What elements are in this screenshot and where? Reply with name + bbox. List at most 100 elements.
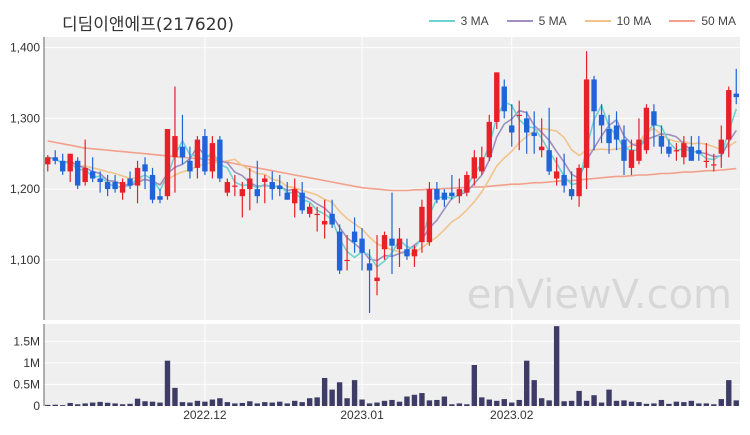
volume-bar (104, 402, 111, 406)
x-tick-label: 2022.12 (183, 408, 227, 422)
candle (688, 136, 695, 161)
volume-bar (494, 400, 500, 406)
candle-body (104, 182, 111, 190)
candle-body (651, 111, 657, 126)
legend-item-ma3: 3 MA (428, 14, 489, 28)
candle-body (621, 139, 627, 161)
candle (606, 114, 612, 154)
candle-body (711, 164, 717, 166)
candle (374, 235, 380, 296)
candle (127, 171, 133, 190)
volume-bar (449, 404, 455, 406)
volume-bar (247, 401, 253, 406)
volume-bar (45, 404, 51, 406)
candle-body (568, 189, 575, 197)
candle (524, 111, 530, 154)
candle (359, 228, 365, 271)
candle (553, 157, 560, 186)
watermark: enViewV.com (467, 272, 732, 318)
candle (217, 136, 223, 183)
candle (45, 155, 51, 172)
candle-body (187, 160, 193, 172)
candle-body (164, 128, 171, 197)
candle (336, 224, 343, 275)
candle-body (149, 174, 156, 200)
candle-body (613, 125, 620, 140)
volume-bar (344, 398, 350, 406)
candle-body (381, 235, 388, 250)
volume-bar (718, 399, 724, 406)
candle-body (733, 93, 739, 98)
candle-body (531, 132, 537, 137)
volume-bar (591, 395, 597, 406)
candle (471, 150, 478, 186)
candle (321, 199, 328, 239)
volume-bar (149, 401, 156, 406)
candle (546, 107, 552, 175)
x-tick-label: 2023.01 (340, 408, 384, 422)
volume-bar (651, 403, 657, 406)
candle-body (501, 86, 507, 112)
candle (426, 182, 433, 246)
legend-label-ma3: 3 MA (460, 14, 489, 28)
legend-item-ma50: 50 MA (669, 14, 736, 28)
volume-bar (217, 398, 223, 406)
candle (673, 143, 680, 161)
volume-bar (553, 326, 560, 406)
candle (464, 171, 470, 197)
price-tick-label: 1,300 (10, 111, 40, 125)
volume-bar (456, 403, 463, 406)
candle-body (658, 136, 665, 147)
volume-bar (187, 402, 193, 406)
candle-body (726, 90, 732, 140)
volume-bar (613, 400, 620, 406)
candle (598, 104, 605, 144)
candle-body (516, 114, 522, 117)
candle-body (359, 238, 365, 253)
volume-bar (336, 382, 343, 406)
volume-bar (606, 389, 612, 406)
candle (224, 178, 231, 197)
volume-bar (464, 404, 470, 406)
volume-bar (366, 403, 373, 406)
candle (494, 72, 500, 129)
candle (509, 104, 515, 147)
volume-tick-label: 0.5M (13, 377, 40, 391)
volume-bar (74, 404, 81, 406)
candle (52, 150, 58, 165)
volume-bar (568, 400, 575, 406)
candle (441, 189, 448, 207)
candle (396, 228, 403, 267)
volume-bar (164, 360, 171, 406)
volume-bar (396, 401, 403, 406)
candle (718, 125, 724, 168)
volume-bar (711, 404, 717, 406)
volume-bar (696, 403, 702, 406)
candle (516, 100, 522, 151)
volume-bar (411, 394, 418, 406)
candle (89, 157, 96, 183)
candle (104, 174, 111, 197)
volume-bar (172, 387, 178, 406)
candle-body (112, 182, 118, 190)
candle-body (74, 160, 81, 186)
candle (314, 206, 320, 232)
candle (381, 231, 388, 260)
candle-body (389, 238, 395, 246)
candle-body (464, 174, 470, 193)
candle-body (404, 249, 410, 257)
candle-body (553, 171, 560, 179)
volume-bar (232, 403, 238, 406)
candle-body (366, 263, 373, 271)
volume-panel (44, 324, 740, 406)
candle (456, 178, 463, 204)
candle-body (284, 192, 290, 200)
volume-bar (306, 398, 313, 406)
candle-body (703, 160, 710, 163)
candle (344, 235, 350, 271)
volume-bar (374, 402, 380, 406)
candle-body (666, 146, 672, 154)
candle-body (374, 277, 380, 282)
candle (434, 182, 440, 204)
